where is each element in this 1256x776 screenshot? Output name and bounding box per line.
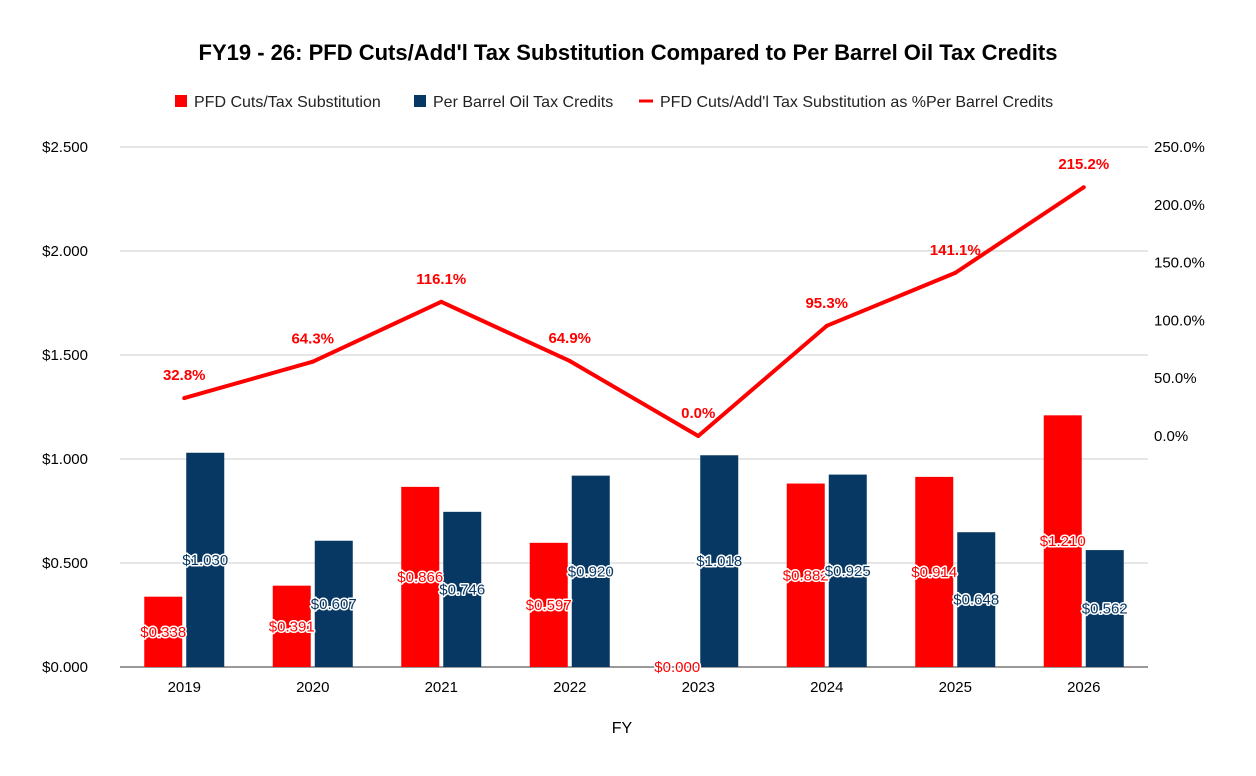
- bar-label-oil-tax-credits: $0.562: [1082, 601, 1128, 618]
- line-point: [696, 434, 701, 438]
- bar-label-oil-tax-credits: $0.925: [825, 563, 871, 580]
- bar-label-pfd-cuts: $0.000: [654, 659, 700, 676]
- legend: PFD Cuts/Tax Substitution Per Barrel Oil…: [175, 94, 1053, 111]
- legend-label-percent-line: PFD Cuts/Add'l Tax Substitution as %Per …: [660, 94, 1053, 111]
- bar-pfd-cuts: [1043, 415, 1082, 667]
- legend-swatch-oil-tax-credits: [414, 95, 426, 107]
- legend-item-oil-tax-credits: Per Barrel Oil Tax Credits: [414, 94, 613, 111]
- bar-label-pfd-cuts: $0.338: [140, 624, 186, 641]
- legend-swatch-pfd-cuts: [175, 95, 187, 107]
- chart-title: FY19 - 26: PFD Cuts/Add'l Tax Substituti…: [199, 40, 1058, 65]
- x-tick-label: 2020: [296, 679, 329, 696]
- x-tick-label: 2024: [810, 679, 843, 696]
- bar-oil-tax-credits: [1085, 550, 1124, 667]
- y-tick-label: $0.500: [42, 555, 88, 572]
- x-tick-label: 2019: [168, 679, 201, 696]
- y-tick-label: $0.000: [42, 659, 88, 676]
- bar-label-oil-tax-credits: $0.648: [953, 592, 999, 609]
- y2-tick-label: 0.0%: [1154, 428, 1188, 445]
- bar-label-oil-tax-credits: $0.920: [568, 563, 614, 580]
- y2-tick-label: 150.0%: [1154, 255, 1205, 272]
- line-data-label: 95.3%: [805, 295, 848, 312]
- x-tick-label: 2025: [939, 679, 972, 696]
- legend-item-percent-line: PFD Cuts/Add'l Tax Substitution as %Per …: [639, 94, 1053, 111]
- bar-oil-tax-credits: [186, 452, 225, 667]
- bar-label-oil-tax-credits: $0.746: [439, 581, 485, 598]
- x-axis-ticks: 2019 2020 2021 2022 2023 2024 2025 2026: [168, 679, 1101, 696]
- bar-pfd-cuts: [915, 476, 954, 667]
- y-tick-label: $2.500: [42, 139, 88, 156]
- bar-oil-tax-credits: [957, 532, 996, 667]
- bar-label-oil-tax-credits: $1.018: [696, 553, 742, 570]
- bar-oil-tax-credits: [443, 511, 482, 667]
- line-data-label: 32.8%: [163, 367, 206, 384]
- bar-label-pfd-cuts: $0.882: [783, 567, 829, 584]
- legend-label-pfd-cuts: PFD Cuts/Tax Substitution: [194, 94, 381, 111]
- bar-oil-tax-credits: [700, 455, 739, 667]
- line-data-label: 64.9%: [548, 330, 591, 347]
- legend-label-oil-tax-credits: Per Barrel Oil Tax Credits: [433, 94, 613, 111]
- y2-tick-label: 250.0%: [1154, 139, 1205, 156]
- line-point: [310, 359, 315, 364]
- percent-line-series: [182, 185, 1086, 438]
- line-data-label: 0.0%: [681, 405, 715, 422]
- line-point: [567, 358, 572, 363]
- line-point: [182, 396, 187, 401]
- bar-label-pfd-cuts: $0.597: [526, 597, 572, 614]
- y-tick-label: $1.500: [42, 347, 88, 364]
- y-tick-label: $1.000: [42, 451, 88, 468]
- line-data-label: 215.2%: [1058, 156, 1109, 173]
- percent-line: [183, 185, 1085, 438]
- bar-oil-tax-credits: [571, 475, 610, 667]
- bar-data-labels: $0.338 $1.030 $0.391 $0.607 $0.866$0.746 $0.5…: [139, 532, 1129, 678]
- line-point: [953, 270, 958, 275]
- right-axis-ticks: 0.0% 50.0% 100.0% 150.0% 200.0% 250.0%: [1154, 139, 1205, 445]
- bars: [144, 415, 1124, 667]
- bar-pfd-cuts: [401, 486, 440, 667]
- bar-label-oil-tax-credits: $0.607: [311, 596, 357, 613]
- x-tick-label: 2022: [553, 679, 586, 696]
- y2-tick-label: 50.0%: [1154, 370, 1197, 387]
- y2-tick-label: 100.0%: [1154, 312, 1205, 329]
- x-axis-title: FY: [612, 720, 633, 737]
- bar-oil-tax-credits: [314, 540, 353, 667]
- bar-pfd-cuts: [529, 542, 568, 667]
- y-tick-label: $2.000: [42, 243, 88, 260]
- line-data-label: 116.1%: [416, 271, 466, 288]
- x-tick-label: 2026: [1067, 679, 1100, 696]
- y2-tick-label: 200.0%: [1154, 197, 1205, 214]
- line-data-label: 141.1%: [930, 242, 981, 259]
- bar-label-oil-tax-credits: $1.030: [182, 552, 228, 569]
- line-point: [1081, 185, 1086, 190]
- bar-label-pfd-cuts: $0.914: [911, 564, 957, 581]
- bar-pfd-cuts: [272, 585, 311, 667]
- bar-label-pfd-cuts: $0.391: [269, 618, 315, 635]
- bar-oil-tax-credits: [828, 474, 867, 667]
- left-axis-ticks: $0.000 $0.500 $1.000 $1.500 $2.000 $2.500: [42, 139, 88, 676]
- line-data-label: 64.3%: [291, 331, 334, 348]
- bar-label-pfd-cuts: $0.866: [397, 569, 443, 586]
- line-point: [824, 323, 829, 328]
- line-data-labels: 32.8% 64.3% 116.1% 64.9% 0.0% 95.3% 141.1% 215.…: [163, 156, 1109, 422]
- x-tick-label: 2021: [425, 679, 458, 696]
- legend-item-pfd-cuts: PFD Cuts/Tax Substitution: [175, 94, 381, 111]
- x-tick-label: 2023: [682, 679, 715, 696]
- bar-pfd-cuts: [144, 596, 183, 667]
- line-point: [439, 299, 444, 304]
- bar-pfd-cuts: [786, 483, 825, 667]
- bar-label-pfd-cuts: $1.210: [1040, 533, 1086, 550]
